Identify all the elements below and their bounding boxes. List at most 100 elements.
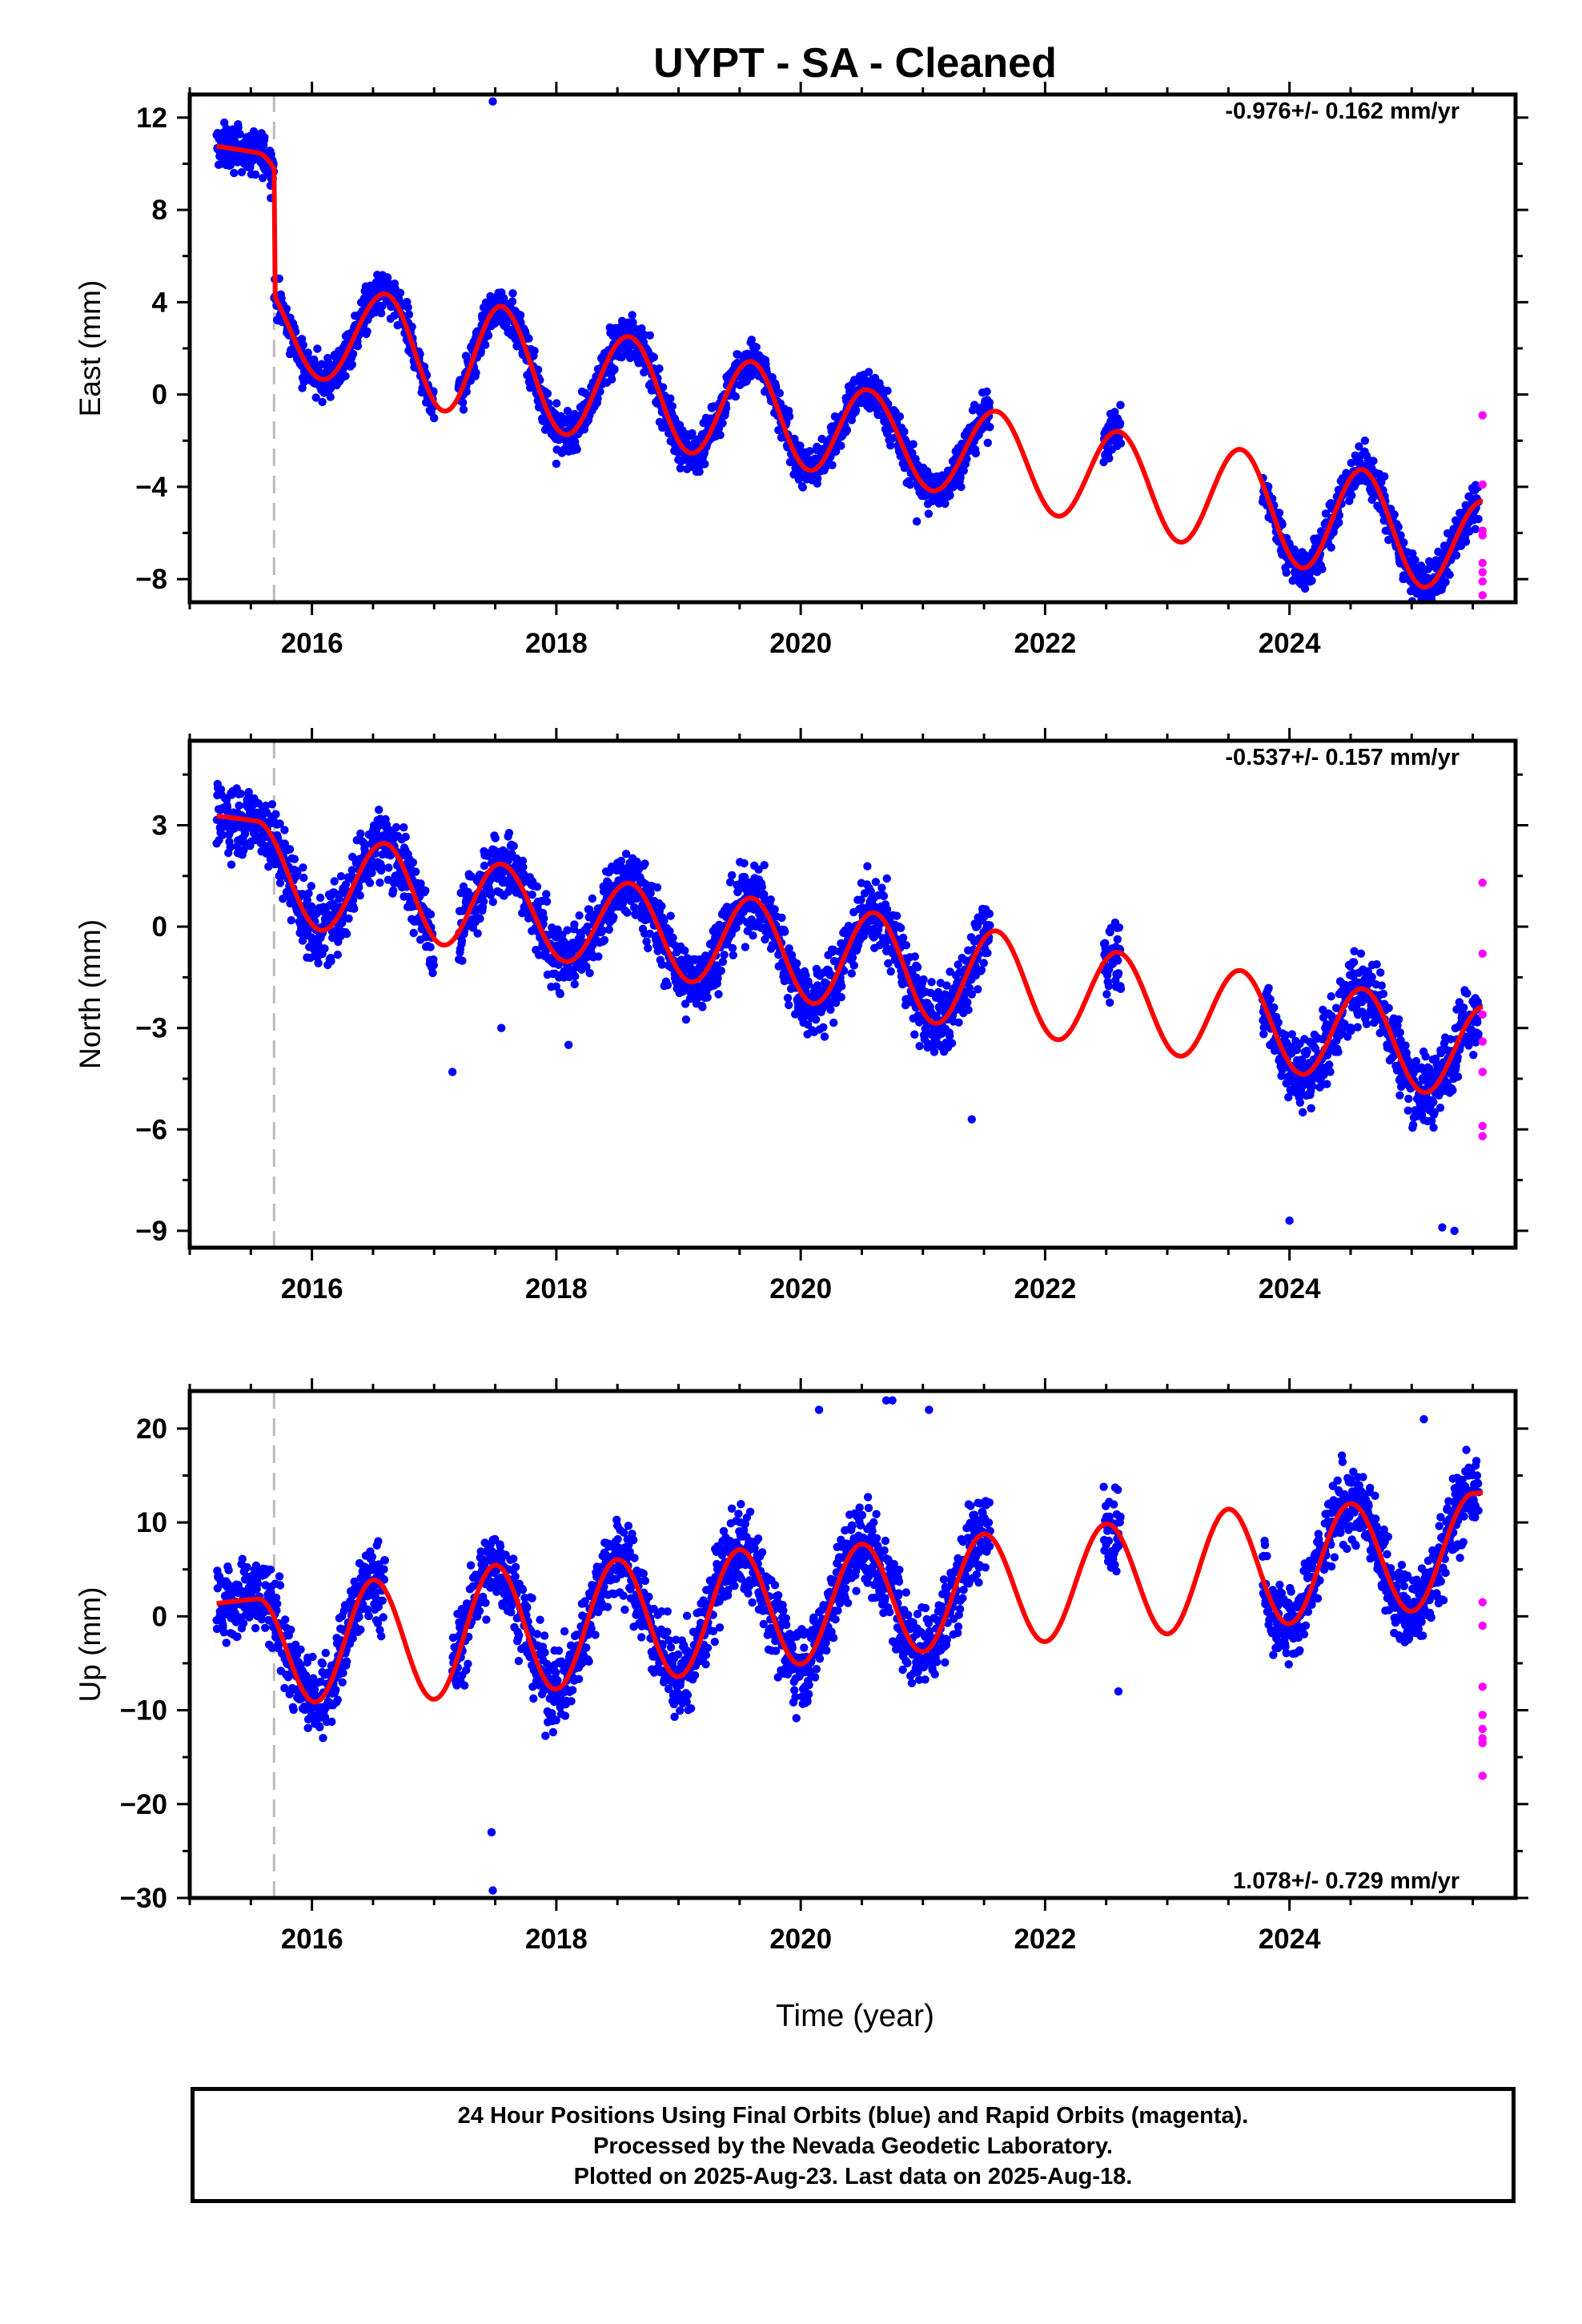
- final-orbit-point: [239, 846, 248, 854]
- final-orbit-point: [793, 959, 801, 968]
- final-orbit-point: [318, 397, 327, 407]
- x-tick-label: 2024: [1259, 628, 1321, 659]
- final-orbit-point: [320, 944, 329, 953]
- final-orbit-point: [1394, 522, 1403, 532]
- final-orbit-point: [570, 979, 579, 989]
- final-orbit-point: [813, 474, 822, 483]
- final-orbit-point: [831, 447, 841, 456]
- final-orbit-point: [1390, 510, 1399, 519]
- final-orbit-point: [740, 858, 749, 868]
- final-orbit-point: [1355, 442, 1363, 451]
- final-orbit-point: [924, 509, 934, 518]
- final-orbit-point: [239, 838, 248, 847]
- final-orbit-point: [552, 459, 561, 468]
- final-orbit-point: [781, 927, 789, 936]
- final-orbit-point: [775, 388, 785, 398]
- final-orbit-point: [1115, 419, 1125, 428]
- y-axis-label: East (mm): [74, 280, 106, 417]
- final-orbit-point: [476, 914, 484, 923]
- final-orbit-point: [401, 832, 410, 842]
- final-orbit-point: [985, 398, 994, 407]
- final-orbit-point: [426, 910, 436, 919]
- final-orbit-point: [829, 1018, 838, 1027]
- final-orbit-point: [760, 861, 769, 870]
- final-orbit-point: [261, 801, 271, 810]
- final-orbit-point: [303, 348, 312, 357]
- rapid-orbit-point: [1478, 591, 1487, 600]
- final-orbit-point: [1335, 518, 1343, 527]
- final-orbit-point: [532, 883, 542, 891]
- final-orbit-point: [333, 951, 342, 959]
- final-orbit-point: [275, 819, 284, 828]
- final-orbit-point: [720, 951, 729, 959]
- final-orbit-point: [897, 923, 905, 933]
- final-orbit-point: [350, 904, 359, 913]
- final-orbit-point: [986, 921, 994, 930]
- final-orbit-point: [430, 413, 439, 423]
- final-orbit-point: [688, 428, 697, 438]
- final-orbit-point: [251, 170, 260, 179]
- final-orbit-point: [828, 460, 837, 469]
- final-orbit-point: [356, 829, 365, 838]
- final-orbit-point: [327, 957, 335, 966]
- final-orbit-point: [681, 1015, 691, 1024]
- y-tick-label: −8: [135, 564, 167, 595]
- final-orbit-point: [1461, 537, 1471, 546]
- final-orbit-point: [543, 389, 552, 398]
- final-orbit-point: [1411, 556, 1419, 565]
- rapid-orbit-point: [1478, 558, 1487, 568]
- final-orbit-point: [979, 959, 989, 967]
- final-orbit-point: [640, 859, 649, 868]
- y-tick-label: 4: [152, 287, 168, 318]
- final-orbit-point: [986, 423, 994, 432]
- final-orbit-point: [552, 399, 561, 408]
- final-orbit-series: [212, 97, 1484, 602]
- final-orbit-point: [481, 340, 490, 349]
- final-orbit-point: [1106, 998, 1114, 1007]
- final-orbit-point: [304, 889, 313, 898]
- final-orbit-point: [585, 968, 594, 978]
- final-orbit-point: [342, 929, 351, 939]
- final-orbit-point: [879, 891, 889, 901]
- final-orbit-point: [240, 830, 250, 838]
- final-orbit-point: [267, 800, 277, 809]
- final-orbit-point: [570, 920, 579, 929]
- final-orbit-point: [728, 870, 737, 880]
- final-orbit-point: [604, 925, 613, 935]
- final-orbit-point: [280, 826, 289, 834]
- final-orbit-point: [363, 327, 371, 336]
- final-orbit-point: [479, 897, 488, 907]
- plot-area: [212, 94, 1487, 602]
- final-orbit-point: [729, 951, 737, 960]
- final-orbit-point: [571, 971, 580, 981]
- final-orbit-point: [912, 517, 921, 526]
- final-orbit-point: [946, 491, 954, 500]
- final-orbit-point: [927, 978, 936, 987]
- final-orbit-point: [260, 133, 269, 142]
- final-orbit-point: [852, 406, 861, 415]
- final-orbit-point: [714, 990, 723, 999]
- final-orbit-point: [666, 394, 675, 403]
- final-orbit-point: [347, 360, 356, 369]
- final-orbit-point: [313, 344, 322, 353]
- final-orbit-point: [400, 823, 408, 832]
- final-orbit-point: [344, 914, 353, 923]
- final-orbit-point: [472, 368, 480, 377]
- final-orbit-point: [770, 905, 779, 914]
- final-orbit-point: [404, 303, 412, 312]
- final-orbit-point: [230, 168, 239, 178]
- final-orbit-point: [676, 464, 685, 472]
- final-orbit-point: [508, 297, 517, 306]
- final-orbit-point: [864, 368, 873, 376]
- final-orbit-point: [540, 914, 548, 923]
- final-orbit-point: [645, 331, 654, 340]
- final-orbit-point: [842, 425, 852, 435]
- final-orbit-point: [375, 806, 383, 814]
- final-orbit-point: [227, 860, 236, 869]
- final-orbit-point: [798, 483, 807, 492]
- final-orbit-point: [519, 862, 528, 871]
- rapid-orbit-point: [1478, 411, 1487, 420]
- final-orbit-point: [644, 943, 652, 953]
- final-orbit-point: [811, 1015, 821, 1024]
